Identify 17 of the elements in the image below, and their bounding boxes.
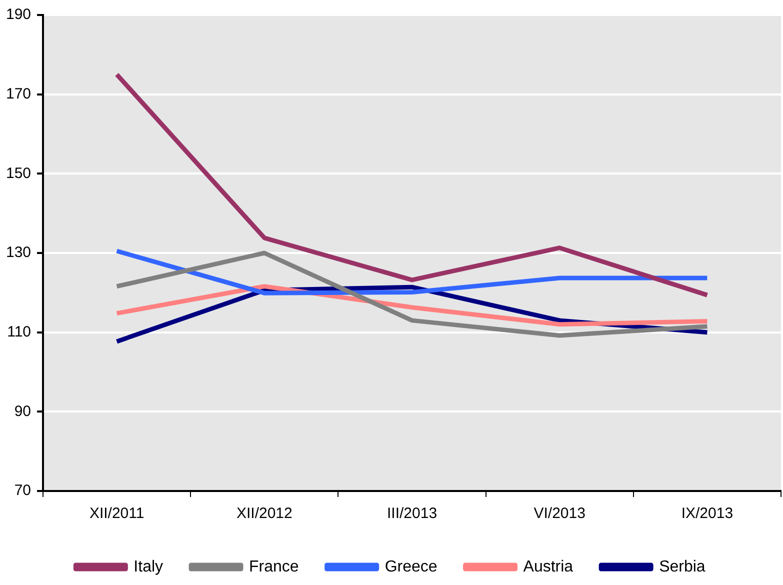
y-tick-label: 130 bbox=[6, 244, 32, 262]
legend-label: Austria bbox=[523, 558, 574, 576]
y-tick-label: 70 bbox=[14, 482, 32, 500]
legend-label: Italy bbox=[134, 558, 164, 576]
x-tick-label: IX/2013 bbox=[681, 505, 734, 522]
x-tick-label: VI/2013 bbox=[534, 505, 586, 522]
legend-label: Serbia bbox=[659, 558, 706, 576]
x-tick-label: XII/2012 bbox=[236, 505, 292, 522]
y-tick-label: 170 bbox=[6, 85, 32, 102]
x-tick-label: XII/2011 bbox=[89, 505, 144, 522]
y-tick-label: 110 bbox=[7, 323, 32, 340]
legend-label: France bbox=[249, 558, 299, 576]
x-tick-label: III/2013 bbox=[386, 505, 438, 522]
y-tick-label: 150 bbox=[6, 164, 32, 182]
y-tick-label: 90 bbox=[14, 402, 32, 420]
y-tick-label: 190 bbox=[6, 6, 32, 24]
legend-label: Greece bbox=[384, 558, 438, 576]
